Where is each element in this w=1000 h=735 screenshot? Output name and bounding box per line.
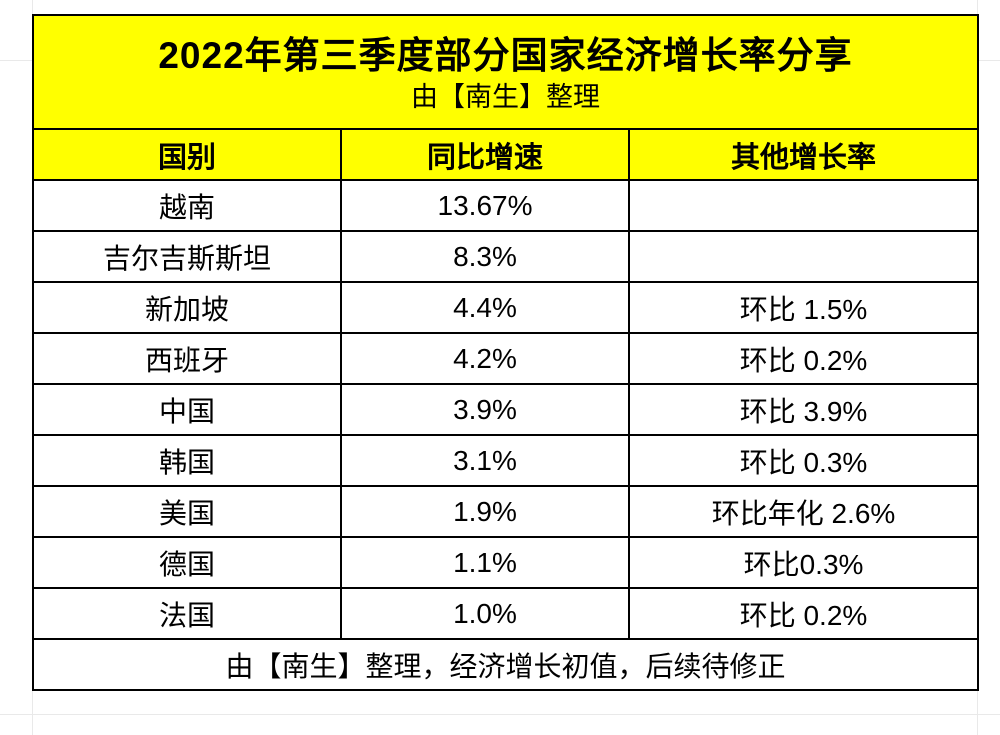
growth-rate-table: 2022年第三季度部分国家经济增长率分享 由【南生】整理 国别 同比增速 其他增… bbox=[32, 14, 979, 691]
cell-yoy: 13.67% bbox=[341, 180, 629, 231]
table-subtitle: 由【南生】整理 bbox=[34, 80, 977, 125]
table-row: 美国 1.9% 环比年化 2.6% bbox=[33, 486, 978, 537]
cell-country: 新加坡 bbox=[33, 282, 341, 333]
cell-yoy: 1.0% bbox=[341, 588, 629, 639]
cell-other: 环比 0.2% bbox=[629, 333, 978, 384]
cell-yoy: 8.3% bbox=[341, 231, 629, 282]
table-row: 新加坡 4.4% 环比 1.5% bbox=[33, 282, 978, 333]
footer-note: 由【南生】整理，经济增长初值，后续待修正 bbox=[33, 639, 978, 690]
cell-yoy: 4.4% bbox=[341, 282, 629, 333]
table-title: 2022年第三季度部分国家经济增长率分享 bbox=[34, 19, 977, 79]
footer-row: 由【南生】整理，经济增长初值，后续待修正 bbox=[33, 639, 978, 690]
cell-country: 吉尔吉斯斯坦 bbox=[33, 231, 341, 282]
cell-other: 环比年化 2.6% bbox=[629, 486, 978, 537]
cell-other bbox=[629, 231, 978, 282]
cell-country: 美国 bbox=[33, 486, 341, 537]
cell-yoy: 3.1% bbox=[341, 435, 629, 486]
cell-yoy: 1.1% bbox=[341, 537, 629, 588]
cell-other: 环比 0.2% bbox=[629, 588, 978, 639]
cell-other: 环比 3.9% bbox=[629, 384, 978, 435]
table-row: 韩国 3.1% 环比 0.3% bbox=[33, 435, 978, 486]
col-header-country: 国别 bbox=[33, 129, 341, 180]
cell-country: 法国 bbox=[33, 588, 341, 639]
cell-yoy: 1.9% bbox=[341, 486, 629, 537]
cell-other: 环比 1.5% bbox=[629, 282, 978, 333]
table-row: 吉尔吉斯斯坦 8.3% bbox=[33, 231, 978, 282]
table-row: 德国 1.1% 环比0.3% bbox=[33, 537, 978, 588]
title-cell: 2022年第三季度部分国家经济增长率分享 由【南生】整理 bbox=[33, 15, 978, 129]
cell-country: 中国 bbox=[33, 384, 341, 435]
cell-other: 环比0.3% bbox=[629, 537, 978, 588]
spreadsheet-view: { "colors": { "header_bg": "#ffff00", "c… bbox=[0, 0, 1000, 735]
cell-yoy: 4.2% bbox=[341, 333, 629, 384]
table-row: 法国 1.0% 环比 0.2% bbox=[33, 588, 978, 639]
table-row: 中国 3.9% 环比 3.9% bbox=[33, 384, 978, 435]
col-header-other: 其他增长率 bbox=[629, 129, 978, 180]
header-row: 国别 同比增速 其他增长率 bbox=[33, 129, 978, 180]
table-row: 越南 13.67% bbox=[33, 180, 978, 231]
cell-country: 韩国 bbox=[33, 435, 341, 486]
col-header-yoy: 同比增速 bbox=[341, 129, 629, 180]
cell-country: 越南 bbox=[33, 180, 341, 231]
cell-other bbox=[629, 180, 978, 231]
title-row: 2022年第三季度部分国家经济增长率分享 由【南生】整理 bbox=[33, 15, 978, 129]
cell-country: 西班牙 bbox=[33, 333, 341, 384]
table-row: 西班牙 4.2% 环比 0.2% bbox=[33, 333, 978, 384]
cell-country: 德国 bbox=[33, 537, 341, 588]
cell-other: 环比 0.3% bbox=[629, 435, 978, 486]
cell-yoy: 3.9% bbox=[341, 384, 629, 435]
